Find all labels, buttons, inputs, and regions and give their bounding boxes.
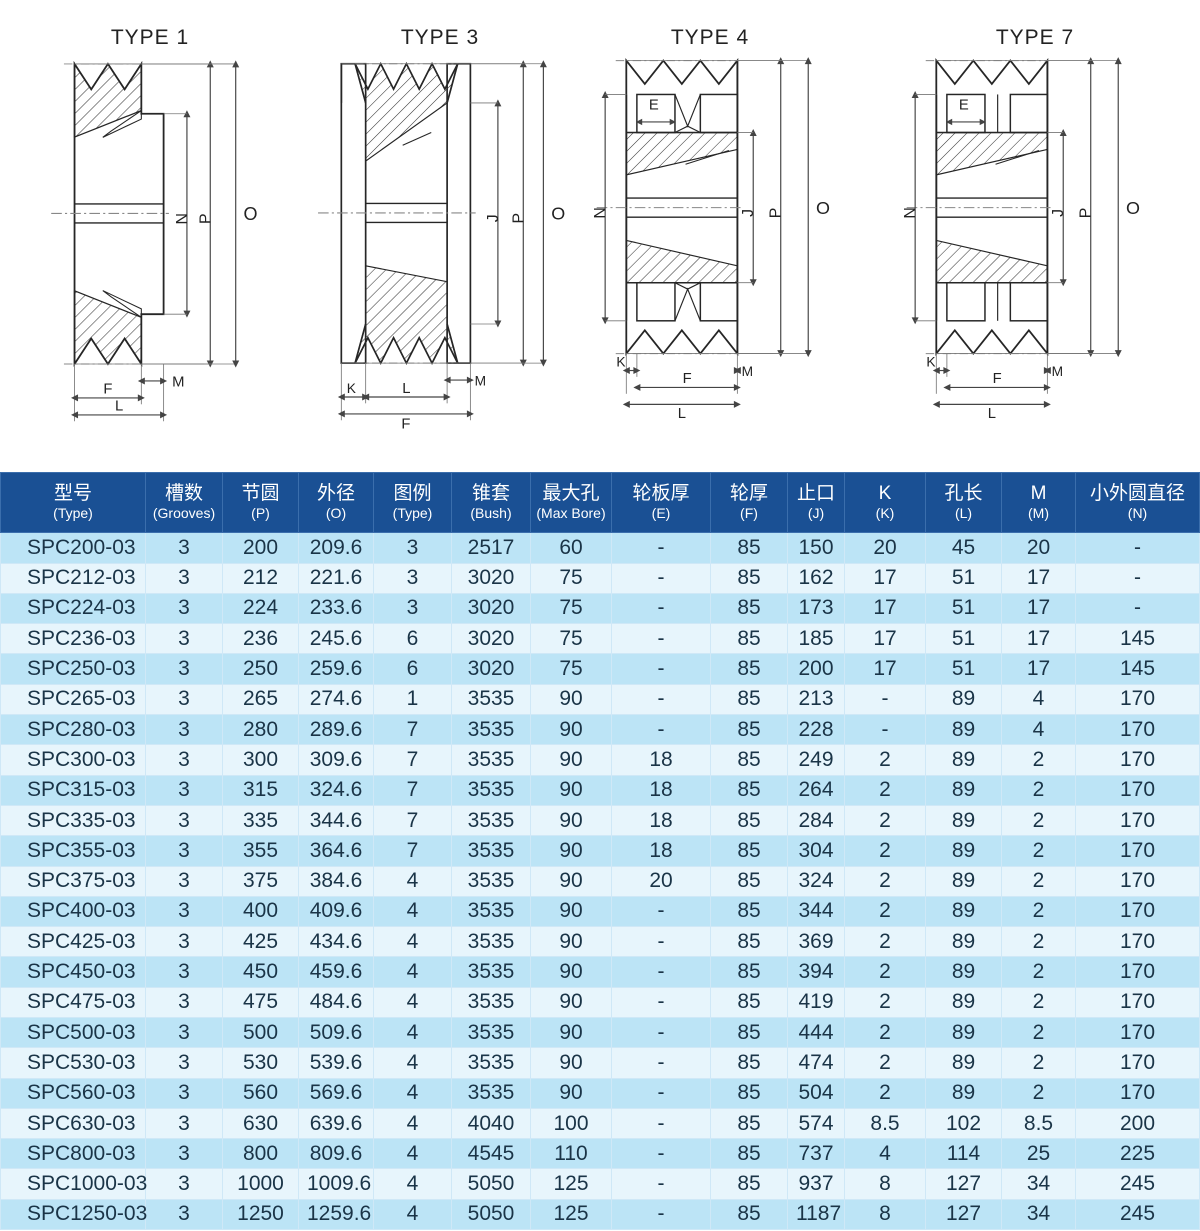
svg-text:J: J (485, 214, 502, 222)
svg-text:M: M (172, 374, 184, 390)
svg-text:N: N (902, 207, 919, 218)
svg-text:P: P (510, 213, 527, 224)
svg-text:K: K (347, 381, 357, 396)
svg-text:E: E (649, 97, 659, 113)
svg-text:M: M (475, 373, 486, 388)
svg-text:N: N (174, 213, 191, 224)
svg-text:L: L (678, 406, 686, 422)
svg-text:O: O (244, 204, 258, 224)
svg-text:M: M (1052, 364, 1063, 379)
svg-text:O: O (551, 203, 565, 223)
svg-text:N: N (592, 207, 609, 218)
svg-text:F: F (103, 382, 112, 398)
svg-text:E: E (959, 97, 969, 113)
svg-text:P: P (1078, 208, 1095, 219)
svg-text:P: P (197, 213, 214, 224)
svg-text:P: P (768, 208, 785, 219)
svg-text:L: L (402, 381, 410, 397)
svg-text:L: L (115, 399, 123, 415)
svg-text:K: K (926, 354, 936, 369)
svg-text:J: J (1050, 209, 1067, 217)
svg-text:O: O (816, 198, 830, 218)
svg-text:M: M (742, 364, 753, 379)
svg-text:K: K (616, 354, 626, 369)
svg-text:L: L (988, 406, 996, 422)
svg-text:O: O (1126, 198, 1140, 218)
svg-text:F: F (401, 417, 410, 433)
svg-text:J: J (740, 209, 757, 217)
svg-text:F: F (683, 371, 692, 387)
svg-text:F: F (993, 371, 1002, 387)
